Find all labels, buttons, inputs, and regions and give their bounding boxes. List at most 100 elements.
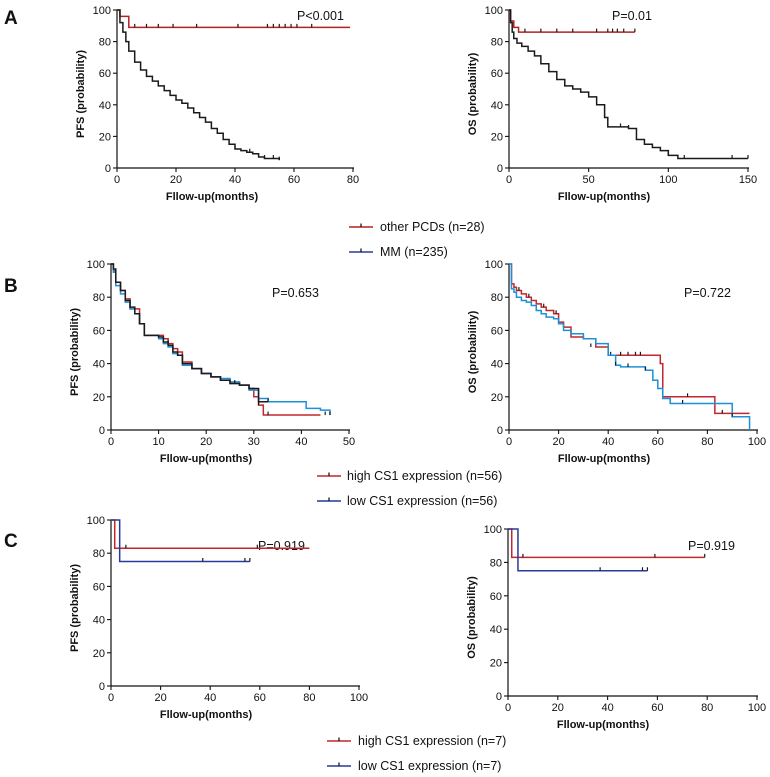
- x-axis-title: Fllow-up(months): [160, 453, 253, 465]
- x-tick-label: 100: [659, 174, 677, 186]
- x-tick-label: 20: [552, 436, 564, 448]
- x-tick-label: 150: [739, 174, 757, 186]
- y-tick-label: 40: [490, 624, 502, 636]
- legend-panel-c: high CS1 expression (n=7) low CS1 expres…: [327, 734, 506, 773]
- chart-1: 0 20 40 60 80 0 20 40 60 80 100 Fllow-up(months) PFS…: [75, 5, 359, 203]
- x-tick-label: 80: [347, 174, 359, 186]
- y-tick-label: 0: [105, 163, 111, 175]
- y-tick-label: 60: [490, 591, 502, 603]
- y-tick-label: 0: [497, 163, 503, 175]
- x-tick-label: 100: [748, 436, 766, 448]
- survival-curve-2: [509, 263, 751, 430]
- x-tick-label: 0: [506, 436, 512, 448]
- survival-curve-2: [509, 9, 748, 160]
- survival-curve-2: [117, 9, 280, 161]
- y-tick-label: 60: [93, 581, 105, 593]
- x-tick-label: 10: [152, 436, 164, 448]
- chart-3: 0 10 20 30 40 50 0 20 40 60 80 100 Fllow-up(months) P…: [69, 259, 355, 465]
- x-tick-label: 80: [701, 702, 713, 714]
- y-tick-label: 80: [93, 292, 105, 304]
- x-tick-label: 0: [506, 174, 512, 186]
- chart-4: 0 20 40 60 80 100 0 20 40 60 80 100 Fllow-up(months)…: [467, 259, 766, 465]
- y-tick-label: 20: [491, 131, 503, 143]
- y-tick-label: 20: [490, 658, 502, 670]
- x-tick-label: 60: [652, 436, 664, 448]
- x-tick-label: 20: [154, 692, 166, 704]
- y-tick-label: 20: [491, 392, 503, 404]
- p-value: P=0.653: [272, 286, 319, 300]
- panel-letter-b: B: [4, 276, 18, 297]
- y-tick-label: 60: [99, 68, 111, 80]
- y-tick-label: 0: [496, 691, 502, 703]
- y-tick-label: 0: [99, 681, 105, 693]
- y-tick-label: 100: [484, 524, 502, 536]
- y-tick-label: 100: [485, 259, 503, 271]
- x-tick-label: 80: [303, 692, 315, 704]
- y-tick-label: 60: [491, 68, 503, 80]
- x-tick-label: 20: [200, 436, 212, 448]
- y-tick-label: 100: [87, 259, 105, 271]
- x-tick-label: 100: [748, 702, 766, 714]
- y-tick-label: 0: [99, 425, 105, 437]
- p-value: P=0.722: [684, 286, 731, 300]
- p-value: P=0.01: [612, 9, 652, 23]
- y-axis-title: OS (probability): [467, 310, 479, 393]
- survival-curve-1: [508, 528, 705, 559]
- x-tick-label: 40: [601, 702, 613, 714]
- y-axis-title: PFS (probability): [69, 308, 81, 396]
- x-tick-label: 100: [350, 692, 368, 704]
- y-tick-label: 80: [99, 37, 111, 49]
- x-tick-label: 0: [505, 702, 511, 714]
- x-axis-title: Fllow-up(months): [166, 191, 259, 203]
- panel-letter-a: A: [4, 8, 18, 29]
- legend-label-high-cs1-c: high CS1 expression (n=7): [358, 734, 506, 748]
- y-tick-label: 20: [99, 131, 111, 143]
- y-tick-label: 40: [491, 359, 503, 371]
- x-tick-label: 60: [288, 174, 300, 186]
- x-tick-label: 40: [204, 692, 216, 704]
- survival-curve-2: [508, 528, 648, 572]
- y-tick-label: 100: [87, 515, 105, 527]
- survival-curve-2: [111, 519, 250, 563]
- x-axis-title: Fllow-up(months): [557, 719, 650, 731]
- legend-label-mm: MM (n=235): [380, 245, 448, 259]
- x-tick-label: 50: [583, 174, 595, 186]
- x-tick-label: 80: [701, 436, 713, 448]
- x-tick-label: 40: [229, 174, 241, 186]
- y-tick-label: 80: [491, 292, 503, 304]
- y-tick-label: 80: [491, 37, 503, 49]
- y-tick-label: 100: [93, 5, 111, 17]
- chart-panels: 0 20 40 60 80020406080100Fllow-up(months)PFS…: [69, 5, 766, 731]
- x-tick-label: 20: [170, 174, 182, 186]
- legend-label-high-cs1-b: high CS1 expression (n=56): [347, 469, 502, 483]
- y-tick-label: 0: [497, 425, 503, 437]
- x-tick-label: 30: [248, 436, 260, 448]
- x-tick-label: 60: [651, 702, 663, 714]
- y-tick-label: 40: [93, 359, 105, 371]
- p-value: P=0.919: [688, 539, 735, 553]
- chart-2: 0 50 100 150 0 20 40 60 80 100 Fllow-up(months) OS …: [467, 5, 757, 203]
- x-tick-label: 40: [602, 436, 614, 448]
- p-value: P=0.919: [258, 539, 305, 553]
- y-axis-title: PFS (probability): [75, 50, 87, 138]
- y-tick-label: 60: [93, 325, 105, 337]
- x-tick-label: 0: [108, 692, 114, 704]
- chart-6: 0 20 40 60 80 100 0 20 40 60 80 100 Fllow-up(months)…: [466, 524, 766, 731]
- x-tick-label: 20: [552, 702, 564, 714]
- panel-letter-c: C: [4, 531, 18, 552]
- y-tick-label: 80: [93, 548, 105, 560]
- x-axis-title: Fllow-up(months): [558, 191, 651, 203]
- y-tick-label: 40: [93, 615, 105, 627]
- chart-5: 0 20 40 60 80 100 0 20 40 60 80 100 Fllow-up(months)…: [69, 515, 368, 721]
- legend-panel-b: high CS1 expression (n=56) low CS1 expre…: [317, 469, 502, 508]
- x-tick-label: 0: [114, 174, 120, 186]
- y-axis-title: OS (probability): [467, 52, 479, 135]
- y-axis-title: OS (probability): [466, 576, 478, 659]
- y-tick-label: 20: [93, 648, 105, 660]
- y-tick-label: 80: [490, 557, 502, 569]
- y-tick-label: 100: [485, 5, 503, 17]
- y-tick-label: 40: [491, 100, 503, 112]
- legend-label-other-pcds: other PCDs (n=28): [380, 220, 485, 234]
- x-tick-label: 40: [295, 436, 307, 448]
